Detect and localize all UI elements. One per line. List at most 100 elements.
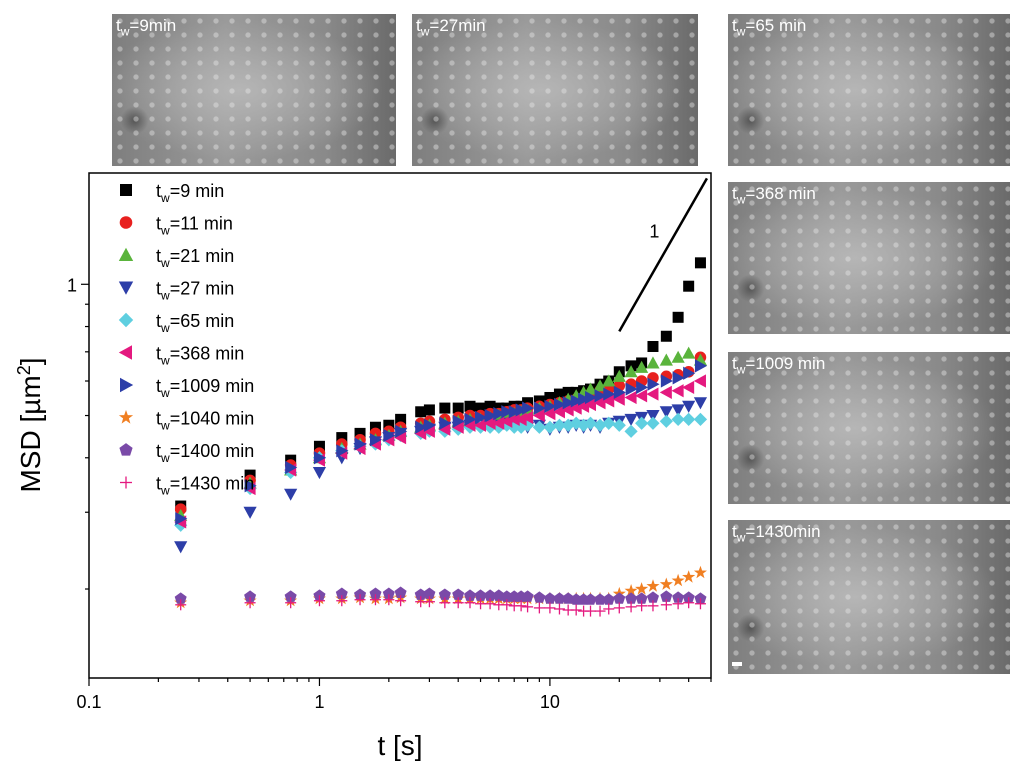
slope-line <box>618 177 708 332</box>
data-point <box>625 382 638 396</box>
data-point <box>475 410 488 425</box>
data-point <box>313 440 325 452</box>
data-point <box>593 396 606 410</box>
data-point <box>520 418 535 432</box>
data-point <box>693 374 706 388</box>
legend-item: tw=1430 min <box>120 474 254 498</box>
x-tick-label: 0.1 <box>76 692 101 712</box>
data-point <box>452 588 465 600</box>
data-point <box>594 605 606 617</box>
data-point <box>492 589 505 601</box>
data-point <box>369 594 381 606</box>
legend-item: tw=1040 min <box>118 409 254 433</box>
data-point <box>492 416 505 430</box>
data-point <box>451 420 464 434</box>
data-point <box>475 402 487 414</box>
data-point <box>175 512 188 526</box>
data-point <box>515 403 528 417</box>
data-point <box>533 401 546 415</box>
data-point <box>612 369 626 382</box>
legend-item: tw=1009 min <box>120 376 254 400</box>
data-point <box>464 412 477 426</box>
data-point <box>693 412 708 426</box>
data-point <box>659 406 673 419</box>
data-point <box>474 589 487 601</box>
legend-label: tw=27 min <box>156 279 234 303</box>
data-point <box>312 467 327 480</box>
data-point <box>593 418 607 432</box>
data-point <box>313 595 325 607</box>
data-point <box>244 479 257 493</box>
data-point <box>423 404 435 416</box>
data-point <box>660 374 673 388</box>
slope-label: 1 <box>649 222 659 242</box>
data-point <box>613 602 625 614</box>
data-point <box>583 382 598 395</box>
data-point <box>646 579 660 592</box>
data-point <box>118 247 134 261</box>
data-point <box>473 418 487 432</box>
data-point <box>475 598 487 610</box>
data-point <box>562 396 575 410</box>
data-point <box>552 418 567 432</box>
legend-label: tw=1400 min <box>156 441 254 465</box>
data-point <box>659 577 673 590</box>
data-point <box>552 405 565 419</box>
data-point <box>624 365 638 378</box>
data-point <box>693 565 707 579</box>
data-point <box>612 418 626 432</box>
micrograph-label: tw=65 min <box>732 16 807 39</box>
data-point <box>119 443 133 456</box>
data-point <box>671 384 684 398</box>
data-point <box>520 410 534 425</box>
data-point <box>244 590 257 602</box>
data-point <box>484 408 497 423</box>
data-point <box>583 397 596 412</box>
data-point <box>395 595 407 607</box>
data-point <box>636 600 648 612</box>
data-point <box>624 390 637 405</box>
data-point <box>570 394 583 408</box>
data-point <box>562 386 574 398</box>
data-point <box>414 426 427 440</box>
data-point <box>120 377 134 393</box>
data-point <box>594 389 607 403</box>
data-point <box>501 599 513 611</box>
data-point <box>583 416 598 430</box>
data-point <box>493 407 506 421</box>
data-point <box>562 592 575 604</box>
data-point <box>244 597 256 609</box>
micrograph-tw-27: tw=27min <box>412 14 698 166</box>
x-tick-label: 1 <box>314 692 324 712</box>
data-point <box>285 460 298 475</box>
data-point <box>118 410 134 424</box>
data-point <box>452 402 464 414</box>
data-point <box>659 353 673 366</box>
micrograph-tw-368: tw=368 min <box>728 182 1010 334</box>
data-point <box>354 437 367 451</box>
data-point <box>423 587 436 599</box>
legend-label: tw=65 min <box>156 311 234 335</box>
data-point <box>646 387 659 401</box>
data-point <box>647 377 660 391</box>
data-point <box>414 588 427 600</box>
data-point <box>118 281 134 295</box>
legend-label: tw=9 min <box>156 181 224 205</box>
data-point <box>683 597 695 609</box>
data-point <box>369 433 383 447</box>
data-point <box>313 451 327 465</box>
data-point <box>521 590 534 602</box>
data-point <box>682 346 696 359</box>
data-point <box>584 593 597 605</box>
data-point <box>660 599 672 611</box>
micrograph-label: tw=1009 min <box>732 354 826 377</box>
x-tick-label: 10 <box>540 692 560 712</box>
data-point <box>694 359 708 373</box>
data-point <box>635 582 649 595</box>
data-point <box>694 592 707 604</box>
data-point <box>543 407 556 421</box>
micrograph-label: tw=27min <box>416 16 486 39</box>
data-point <box>635 416 649 430</box>
data-point <box>646 410 660 423</box>
data-point <box>369 421 381 433</box>
